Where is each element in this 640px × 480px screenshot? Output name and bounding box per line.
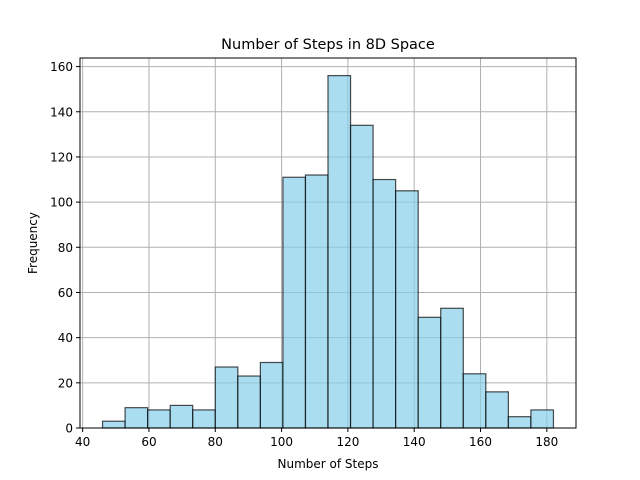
plot-frame [79,57,577,429]
x-tick-label: 60 [141,435,156,449]
histogram-bar [237,375,261,429]
histogram-bar [395,190,419,429]
histogram-bar [259,361,284,429]
x-axis-label: Number of Steps [278,457,379,471]
chart-title: Number of Steps in 8D Space [221,37,435,53]
y-tick-label: 120 [50,150,73,164]
histogram-bar [169,404,194,429]
histogram-bar [440,307,464,429]
bars [101,75,555,429]
x-tick-label: 80 [208,435,223,449]
x-tick-label: 40 [75,435,90,449]
histogram-bar [417,316,442,429]
y-tick-label: 140 [50,105,73,119]
x-tick-label: 160 [469,435,492,449]
x-tick-label: 100 [270,435,293,449]
y-tick-label: 40 [58,331,73,345]
y-tick-label: 80 [58,241,73,255]
x-tick-label: 180 [535,435,558,449]
y-axis: 0 20 40 60 80 100 120 140 160 [50,60,80,436]
histogram-bar [147,409,171,429]
histogram-bar [507,416,532,429]
y-axis-label: Frequency [26,212,40,274]
histogram-bar [192,409,216,429]
histogram-bar [462,373,487,429]
y-tick-label: 60 [58,286,73,300]
x-axis: 40 60 80 100 120 140 160 180 [75,428,558,449]
histogram-bar [282,176,307,429]
histogram-bar [485,391,509,429]
x-tick-label: 140 [403,435,426,449]
y-tick-label: 0 [65,422,73,436]
histogram-bar [214,366,239,429]
histogram-bar [349,124,374,429]
histogram-bar [124,407,149,429]
histogram-bar [530,409,555,429]
histogram-bar [372,178,397,429]
histogram-bar [101,420,126,429]
y-tick-label: 160 [50,60,73,74]
y-tick-label: 20 [58,376,73,390]
x-tick-label: 120 [336,435,359,449]
histogram-bar [304,174,329,429]
y-tick-label: 100 [50,196,73,210]
histogram-bar [327,75,352,429]
